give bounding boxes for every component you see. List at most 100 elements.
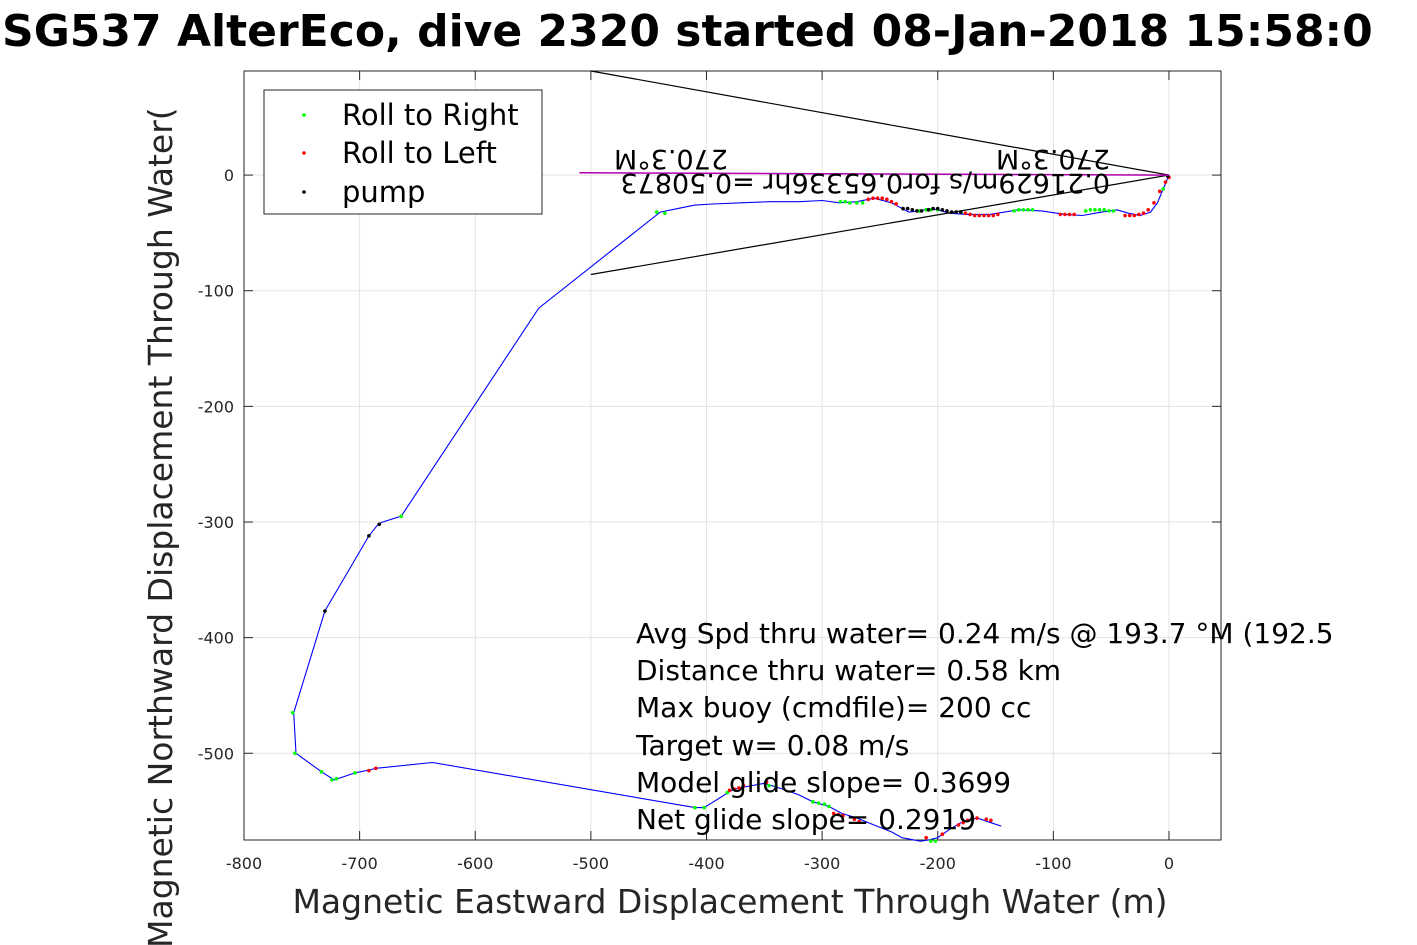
roll-left-point bbox=[968, 212, 972, 217]
roll-right-point bbox=[1021, 207, 1026, 212]
roll-right-point bbox=[767, 783, 771, 788]
x-tick-label: -800 bbox=[226, 854, 262, 873]
pump-point bbox=[915, 209, 919, 213]
y-tick-label: -200 bbox=[198, 397, 234, 416]
pump-point bbox=[367, 534, 371, 538]
tick-layer: -800 -700 -600 -500 -400 -300 -200 -100 0 0 -100 -2… bbox=[198, 71, 1221, 873]
roll-left-point bbox=[764, 780, 769, 784]
roll-right-point bbox=[702, 805, 706, 810]
roll-left-point bbox=[1058, 212, 1063, 217]
roll-right-point bbox=[827, 804, 831, 809]
roll-right-point bbox=[1030, 207, 1035, 212]
roll-left-point bbox=[875, 196, 880, 201]
roll-left-point bbox=[975, 816, 979, 820]
roll-right-point bbox=[725, 790, 730, 795]
roll-left-point bbox=[894, 202, 898, 206]
roll-right-point bbox=[933, 839, 938, 843]
roll-left-point bbox=[841, 813, 845, 818]
roll-left-point bbox=[889, 199, 894, 204]
roll-left-point bbox=[965, 818, 970, 823]
roll-right-point bbox=[663, 211, 667, 216]
roll-left-point bbox=[880, 196, 885, 201]
roll-left-point bbox=[956, 823, 961, 827]
roll-left-point bbox=[374, 766, 378, 771]
stat-avg-speed: Avg Spd thru water= 0.24 m/s @ 193.7 °M … bbox=[636, 617, 1334, 650]
pump-point bbox=[945, 209, 949, 213]
surface-drift-line bbox=[579, 172, 1169, 176]
roll-left-point bbox=[963, 211, 968, 216]
roll-right-point bbox=[928, 839, 933, 843]
roll-left-point bbox=[741, 783, 746, 788]
roll-left-point bbox=[991, 213, 996, 218]
roll-left-point bbox=[866, 197, 871, 202]
roll-left-point bbox=[831, 811, 836, 816]
roll-right-point bbox=[290, 710, 295, 715]
roll-right-point bbox=[811, 800, 815, 804]
roll-left-point bbox=[367, 768, 371, 773]
y-axis-label: Magnetic Northward Displacement Through … bbox=[141, 107, 180, 945]
roll-left-point bbox=[982, 213, 986, 218]
legend-swatch-roll-left bbox=[302, 151, 306, 155]
roll-right-point bbox=[1012, 209, 1016, 213]
roll-right-point bbox=[860, 201, 865, 205]
pump-point bbox=[940, 207, 945, 212]
x-tick-label: -200 bbox=[920, 854, 956, 873]
y-tick-label: 0 bbox=[224, 166, 234, 185]
pump-point bbox=[901, 206, 905, 211]
roll-left-point bbox=[1146, 207, 1150, 212]
roll-right-point bbox=[1083, 209, 1088, 213]
roll-left-point bbox=[852, 817, 857, 821]
roll-left-point bbox=[727, 788, 732, 793]
pump-point bbox=[323, 609, 327, 613]
x-tick-label: -100 bbox=[1035, 854, 1071, 873]
pump-point bbox=[919, 209, 924, 213]
x-tick-label: -500 bbox=[573, 854, 609, 873]
stat-target-w: Target w= 0.08 m/s bbox=[635, 729, 909, 762]
roll-left-point bbox=[1067, 212, 1072, 217]
heading-label-near: 270.3°M bbox=[996, 143, 1110, 174]
roll-left-point bbox=[1137, 212, 1141, 217]
pump-point bbox=[931, 206, 935, 211]
roll-right-point bbox=[293, 751, 297, 756]
x-tick-label: -600 bbox=[457, 854, 493, 873]
roll-right-point bbox=[1026, 207, 1030, 212]
roll-right-point bbox=[654, 210, 659, 214]
series-layer bbox=[290, 174, 1171, 843]
stat-max-buoy: Max buoy (cmdfile)= 200 cc bbox=[636, 691, 1031, 724]
roll-right-point bbox=[843, 199, 848, 204]
roll-right-point bbox=[1097, 207, 1102, 212]
roll-right-point bbox=[319, 769, 324, 774]
roll-left-point bbox=[972, 213, 977, 218]
roll-right-point bbox=[399, 514, 404, 519]
pump-point bbox=[910, 207, 915, 212]
roll-left-point bbox=[1141, 211, 1146, 216]
roll-right-point bbox=[774, 783, 778, 788]
roll-left-point bbox=[977, 213, 982, 218]
legend-label-pump: pump bbox=[342, 175, 425, 209]
grid-layer bbox=[243, 71, 1221, 840]
roll-left-point bbox=[1127, 213, 1132, 218]
roll-left-point bbox=[940, 832, 945, 837]
roll-right-point bbox=[1088, 207, 1093, 212]
x-axis-label: Magnetic Eastward Displacement Through W… bbox=[292, 882, 1167, 921]
roll-right-point bbox=[1161, 187, 1165, 191]
roll-left-point bbox=[737, 786, 741, 790]
roll-left-point bbox=[836, 812, 841, 817]
roll-right-point bbox=[822, 802, 827, 806]
roll-left-point bbox=[996, 212, 1000, 217]
roll-right-point bbox=[1102, 207, 1107, 212]
roll-right-point bbox=[854, 201, 859, 205]
legend-swatch-pump bbox=[302, 190, 306, 194]
roll-left-point bbox=[1132, 213, 1137, 218]
roll-right-point bbox=[848, 201, 852, 205]
plot-area-frame bbox=[243, 70, 1222, 841]
roll-right-point bbox=[1111, 209, 1116, 213]
roll-right-point bbox=[816, 801, 821, 805]
roll-left-point bbox=[1163, 180, 1168, 184]
drift-label: 0.21629m/s for0.65336hr =0.50873 bbox=[620, 167, 1110, 198]
roll-left-point bbox=[1157, 189, 1162, 194]
roll-right-point bbox=[330, 778, 334, 782]
roll-right-point bbox=[693, 805, 697, 810]
pump-point bbox=[926, 207, 931, 212]
